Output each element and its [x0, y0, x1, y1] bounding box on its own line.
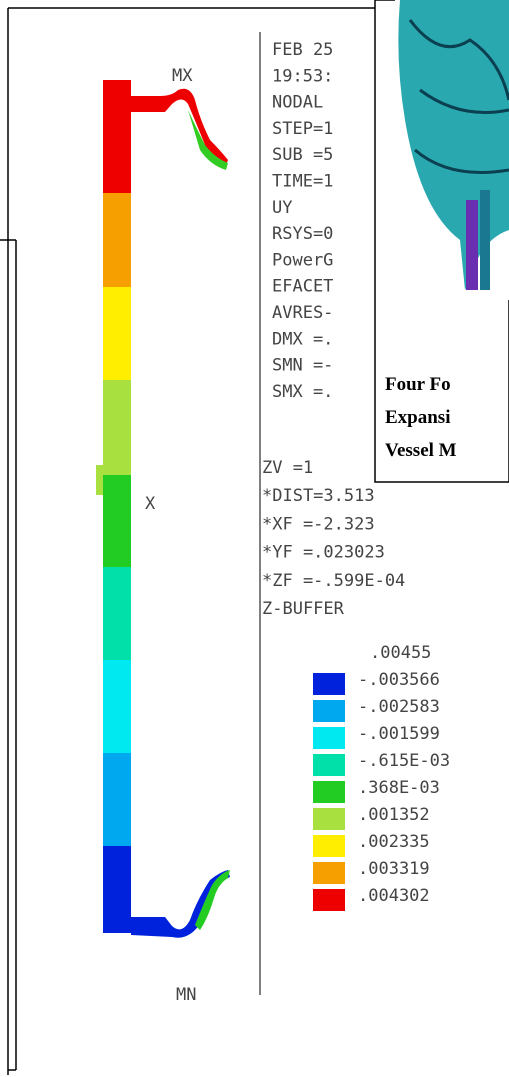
info-line: 19:53:: [272, 66, 333, 86]
info-line: SUB =5: [272, 145, 333, 165]
legend-label: -.003566: [358, 670, 440, 690]
legend-swatch: [313, 889, 345, 911]
page: MX MN X FEB 25 19:53: NODAL STEP=1 SUB =5 TIM…: [0, 0, 509, 1077]
band: [103, 380, 131, 475]
view-line: *YF =.023023: [262, 543, 385, 563]
legend-label: .003319: [358, 859, 430, 879]
legend-swatch: [313, 862, 345, 884]
legend-label: .001352: [358, 805, 430, 825]
caption-line: Vessel M: [385, 440, 457, 461]
render: [466, 200, 478, 290]
band: [103, 287, 131, 380]
caption-line: Expansi: [385, 407, 450, 428]
info-line: FEB 25: [272, 40, 333, 60]
caption: Four Fo Expansi Vessel M: [385, 374, 457, 461]
legend-label: -.002583: [358, 697, 440, 717]
info-line: SMN =-: [272, 356, 333, 376]
band: [103, 567, 131, 660]
legend-swatch: [313, 781, 345, 803]
info-line: AVRES-: [272, 303, 333, 323]
max-marker: MX: [172, 66, 193, 86]
info-line: DMX =.: [272, 329, 333, 349]
info-line: PowerG: [272, 250, 333, 270]
band: [103, 660, 131, 753]
info-line: TIME=1: [272, 172, 333, 192]
band: [103, 753, 131, 846]
node: [96, 465, 103, 495]
legend-swatch: [313, 700, 345, 722]
overlay: Four Fo Expansi Vessel M: [375, 0, 509, 482]
legend-label: .002335: [358, 832, 430, 852]
legend-swatch: [313, 727, 345, 749]
legend-label: .00455: [370, 643, 431, 663]
view-line: *ZF =-.599E-04: [262, 571, 405, 591]
axis-marker: X: [145, 494, 156, 514]
legend-label: -.001599: [358, 724, 440, 744]
legend-swatch: [313, 835, 345, 857]
info-line: EFACET: [272, 277, 333, 297]
info-line: NODAL: [272, 93, 323, 113]
caption-line: Four Fo: [385, 374, 451, 395]
legend-label: -.615E-03: [358, 751, 450, 771]
view-line: ZV =1: [262, 458, 313, 478]
band: [103, 80, 131, 193]
legend-label: .004302: [358, 886, 430, 906]
view-line: *XF =-2.323: [262, 514, 375, 534]
info-line: STEP=1: [272, 119, 333, 139]
band: [103, 846, 131, 933]
legend-label: .368E-03: [358, 778, 440, 798]
render: [480, 190, 490, 290]
legend-swatch: [313, 808, 345, 830]
view-line: *DIST=3.513: [262, 486, 375, 506]
view-line: Z-BUFFER: [262, 599, 345, 619]
info-line: SMX =.: [272, 382, 333, 402]
info-line: UY: [272, 198, 292, 218]
band: [103, 475, 131, 567]
legend-swatch: [313, 754, 345, 776]
min-marker: MN: [176, 985, 196, 1005]
band: [103, 193, 131, 287]
info-line: RSYS=0: [272, 224, 333, 244]
legend-swatch: [313, 673, 345, 695]
